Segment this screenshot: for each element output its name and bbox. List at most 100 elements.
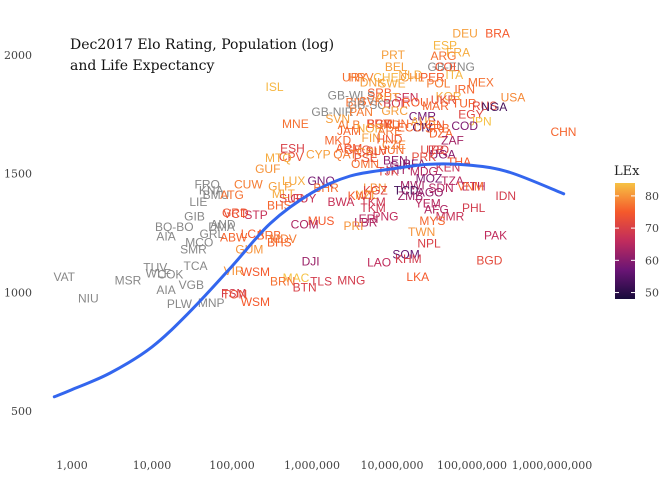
- y-tick-label: 500: [11, 405, 32, 418]
- point-label-are: ARE: [378, 124, 403, 138]
- point-label-irq: IRQ: [428, 143, 449, 157]
- point-label-srb: SRB: [367, 86, 392, 100]
- point-label-cok: COK: [157, 268, 183, 282]
- point-label-lbn: LBN: [363, 181, 386, 195]
- point-label-lux: LUX: [282, 174, 305, 188]
- point-label-prk: PRK: [411, 150, 436, 164]
- point-label-eri: ERI: [359, 212, 379, 226]
- point-label-mys: MYS: [419, 214, 445, 228]
- point-label-tca: TCA: [184, 259, 208, 273]
- point-label-tcd: TCD: [394, 183, 419, 197]
- point-label-vnm: VNM: [457, 180, 484, 194]
- point-label-vgb: VGB: [179, 278, 204, 292]
- point-label-alb: ALB: [338, 118, 361, 132]
- x-tick-label: 100,000: [209, 459, 255, 472]
- point-label-uga: UGA: [430, 148, 456, 162]
- point-label-nor: NOR: [357, 122, 384, 136]
- point-label-kwt: KWT: [348, 189, 375, 203]
- point-label-uzb: UZB: [420, 143, 444, 157]
- point-label-egy: EGY: [458, 107, 483, 121]
- point-label-slv: SLV: [366, 144, 388, 158]
- point-label-tza: TZA: [441, 174, 464, 188]
- point-label-dma: DMA: [208, 220, 235, 234]
- x-tick-label: 1,000,000: [284, 459, 340, 472]
- point-label-msr: MSR: [115, 273, 142, 287]
- point-label-geo: GEO: [344, 143, 371, 157]
- point-label-hnd: HND: [376, 132, 402, 146]
- point-label-tkm: TKM: [360, 195, 385, 209]
- point-label-yem: YEM: [415, 196, 441, 210]
- point-label-mng: MNG: [337, 273, 365, 287]
- point-label-gb-nir: GB-NIR: [311, 105, 353, 119]
- point-label-vir: VIR: [224, 264, 244, 278]
- point-label-hun: HUN: [378, 143, 404, 157]
- point-label-kna: KNA: [199, 183, 224, 197]
- point-label-pol: POL: [426, 76, 450, 90]
- point-label-tkm: TKM: [360, 201, 385, 215]
- y-tick-label: 1000: [4, 286, 32, 299]
- point-label-vct: VCT: [223, 207, 248, 221]
- point-label-dza: DZA: [429, 126, 453, 140]
- point-label-kgz: KGZ: [363, 183, 388, 197]
- point-label-fro: FRO: [195, 177, 220, 191]
- point-label-wlf: WLF: [146, 266, 171, 280]
- point-label-tuv: TUV: [143, 260, 167, 274]
- point-label-wsm: WSM: [241, 295, 270, 309]
- point-label-cyp: CYP: [306, 148, 331, 162]
- point-label-lao: LAO: [367, 256, 391, 270]
- point-label-cri: CRI: [357, 145, 378, 159]
- point-label-lie: LIE: [189, 195, 207, 209]
- point-label-lka: LKA: [406, 270, 429, 284]
- point-label-nga: NGA: [481, 100, 507, 114]
- point-label-mdg: MDG: [410, 164, 438, 178]
- point-label-som: SOM: [392, 247, 419, 261]
- lex-legend: LEx 50 60 70 80: [614, 164, 659, 300]
- point-label-aia: AIA: [156, 283, 175, 297]
- point-label-grd: GRD: [222, 206, 249, 220]
- point-label-hrv: HRV: [348, 71, 373, 85]
- point-label-irn: IRN: [454, 82, 475, 96]
- point-label-zaf: ZAF: [441, 133, 464, 147]
- point-label-ind: IND: [380, 118, 401, 132]
- point-label-ita: ITA: [445, 68, 463, 82]
- point-label-ukr: UKR: [431, 93, 457, 107]
- point-label-btn: BTN: [293, 281, 317, 295]
- point-label-mus: MUS: [308, 214, 335, 228]
- point-label-bel: BEL: [385, 60, 408, 74]
- point-label-mnp: MNP: [198, 296, 225, 310]
- point-label-tha: THA: [447, 155, 471, 169]
- point-label-bmu: BMU: [203, 188, 230, 202]
- point-label-chn: CHN: [550, 125, 576, 139]
- point-label-ago: AGO: [417, 186, 444, 200]
- point-label-swe: SWE: [378, 76, 405, 90]
- point-label-grl: GRL: [200, 227, 225, 241]
- point-label-cze: CZE: [382, 138, 406, 152]
- point-label-bgr: BGR: [367, 117, 393, 131]
- point-label-che: CHE: [373, 71, 398, 85]
- x-tick-label: 100,000,000: [437, 459, 507, 472]
- point-label-mlt: MLT: [272, 187, 296, 201]
- point-label-cpv: CPV: [279, 150, 304, 164]
- point-label-twn: TWN: [408, 225, 435, 239]
- point-label-eth: ETH: [462, 180, 486, 194]
- point-label-col: COL: [435, 60, 460, 74]
- point-label-omn: OMN: [351, 157, 379, 171]
- point-label-pan: PAN: [349, 105, 373, 119]
- y-axis-ticks: 500 1000 1500 2000: [4, 49, 32, 418]
- point-label-mdv: MDV: [270, 232, 297, 246]
- point-label-jam: JAM: [337, 124, 361, 138]
- point-label-mco: MCO: [185, 235, 213, 249]
- point-label-ecu: ECU: [397, 120, 422, 134]
- y-tick-label: 1500: [4, 168, 32, 181]
- point-label-mtq: MTQ: [265, 151, 292, 165]
- point-label-aut: AUT: [376, 91, 401, 105]
- point-label-kor: KOR: [436, 90, 462, 104]
- point-label-gb-eng: GB-ENG: [428, 60, 475, 74]
- point-label-idn: IDN: [495, 189, 516, 203]
- point-label-niu: NIU: [78, 291, 99, 305]
- point-label-grc: GRC: [381, 104, 408, 118]
- point-label-pri: PRI: [343, 219, 363, 233]
- x-axis-ticks: 1,000 10,000 100,000 1,000,000 10,000,000 100…: [56, 459, 592, 472]
- point-label-pse: PSE: [354, 151, 378, 165]
